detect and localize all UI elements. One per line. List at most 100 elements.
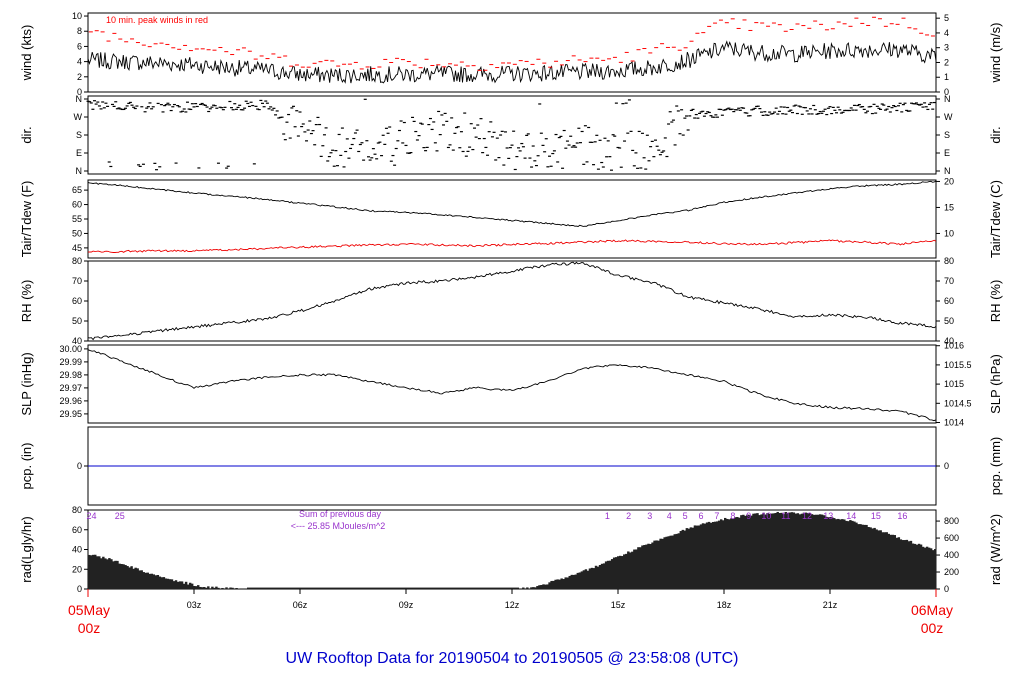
rad-hour-label: 25	[115, 511, 125, 521]
rad-bar	[721, 520, 725, 589]
dir-ytick-label-right: N	[944, 94, 951, 104]
rad-bar	[112, 561, 115, 589]
rad-bar	[758, 515, 761, 589]
rad-hour-label: 1	[605, 511, 610, 521]
x-tick-label: 09z	[399, 600, 414, 610]
radiation-ytick-label-left: 80	[72, 505, 82, 515]
rad-bar	[839, 519, 842, 589]
pressure-ytick-label-left: 29.96	[59, 396, 82, 406]
rad-bar	[629, 552, 632, 589]
rad-hour-label: 12	[802, 511, 812, 521]
rad-bar	[172, 581, 176, 589]
rad-hour-label: 15	[871, 511, 881, 521]
rad-bar	[106, 559, 109, 589]
rad-bar	[631, 551, 634, 589]
rad-bar	[152, 574, 156, 589]
temperature-frame	[87, 179, 937, 259]
rad-bar	[897, 537, 901, 589]
rad-bar	[891, 534, 894, 589]
rad-bar	[176, 581, 180, 589]
rad-bar	[195, 586, 198, 589]
date-start-day: 05May	[67, 602, 111, 618]
rad-bar	[168, 579, 172, 589]
rad-bar	[572, 574, 575, 589]
wind-ytick-label-right: 1	[944, 72, 949, 82]
slp-line	[87, 349, 937, 422]
rad-bar	[889, 534, 892, 589]
rad-bar	[225, 587, 228, 589]
wind-peak-marks	[88, 16, 935, 71]
rad-bar	[879, 530, 882, 589]
rad-bar	[590, 567, 594, 589]
rad-bar	[798, 514, 802, 589]
rad-bar	[899, 539, 903, 589]
rad-bar	[762, 512, 765, 589]
rad-bar	[180, 581, 184, 589]
rad-bar	[843, 519, 846, 589]
rad-hour-label: 2	[626, 511, 631, 521]
rad-bar	[647, 543, 650, 589]
rad-bar	[606, 560, 610, 589]
rad-bar	[933, 549, 937, 589]
rad-bar	[110, 559, 113, 589]
temperature-ytick-label-left: 65	[72, 185, 82, 195]
radiation-ytick-label-left: 60	[72, 525, 82, 535]
rad-bar	[671, 535, 674, 589]
rad-bar	[192, 585, 196, 589]
rad-bar	[174, 580, 178, 589]
rad-bar	[931, 550, 935, 589]
rad-bar	[655, 540, 658, 589]
rad-bar	[203, 587, 206, 589]
rad-bar	[776, 511, 779, 589]
rad-bar	[833, 518, 836, 589]
rad-bar	[873, 527, 876, 589]
rad-bar	[641, 545, 644, 589]
wind-ytick-label-left: 10	[72, 11, 82, 21]
date-end-label: 06May 00z	[902, 601, 962, 637]
rad-bar	[750, 515, 753, 589]
rad-bar	[851, 520, 854, 589]
rad-bar	[883, 532, 886, 589]
rad-bar	[736, 516, 739, 589]
rad-bar	[659, 538, 662, 589]
rad-bar	[639, 547, 642, 589]
rad-bar	[122, 564, 125, 589]
rad-bar	[526, 587, 529, 589]
temperature-ytick-label-left: 55	[72, 214, 82, 224]
rad-bar	[679, 531, 682, 589]
rad-bar	[744, 515, 747, 589]
rad-bar	[96, 556, 99, 589]
temperature-ytick-label-right: 20	[944, 176, 954, 186]
pressure-ytick-label-right: 1015	[944, 379, 964, 389]
rad-bar	[197, 585, 200, 589]
wind-mean-line	[87, 40, 937, 84]
humidity-ytick-label-right: 50	[944, 316, 954, 326]
rad-bar	[657, 540, 660, 589]
date-start-label: 05May 00z	[59, 601, 119, 637]
rad-bar	[681, 529, 685, 589]
rad-bar	[909, 540, 913, 589]
x-axis: 03z 06z 09z 12z 15z 18z 21z	[87, 589, 937, 610]
rad-bar	[566, 577, 569, 589]
rad-bar	[98, 556, 101, 589]
rad-bar	[857, 524, 860, 589]
panel-direction: dir. dir.N NE ES SW WN N	[19, 94, 1003, 176]
rad-bar	[635, 549, 638, 589]
rad-bar	[570, 574, 573, 589]
radiation-ylabel-right: rad (W/m^2)	[988, 514, 1003, 585]
rad-bar	[917, 543, 921, 589]
pressure-ytick-label-left: 30.00	[59, 344, 82, 354]
rad-bar	[558, 579, 561, 589]
rad-bar	[715, 521, 719, 589]
rad-bar	[786, 512, 790, 589]
temperature-ytick-label-right: 15	[944, 202, 954, 212]
dir-ytick-label-left: W	[74, 112, 83, 122]
temperature-ytick-label-left: 50	[72, 228, 82, 238]
rad-bar	[120, 563, 123, 589]
rad-bar	[730, 518, 733, 589]
radiation-ytick-label-right: 800	[944, 516, 959, 526]
chart-title: UW Rooftop Data for 20190504 to 20190505…	[285, 650, 739, 667]
humidity-frame	[87, 260, 937, 342]
rad-bar	[562, 579, 565, 589]
